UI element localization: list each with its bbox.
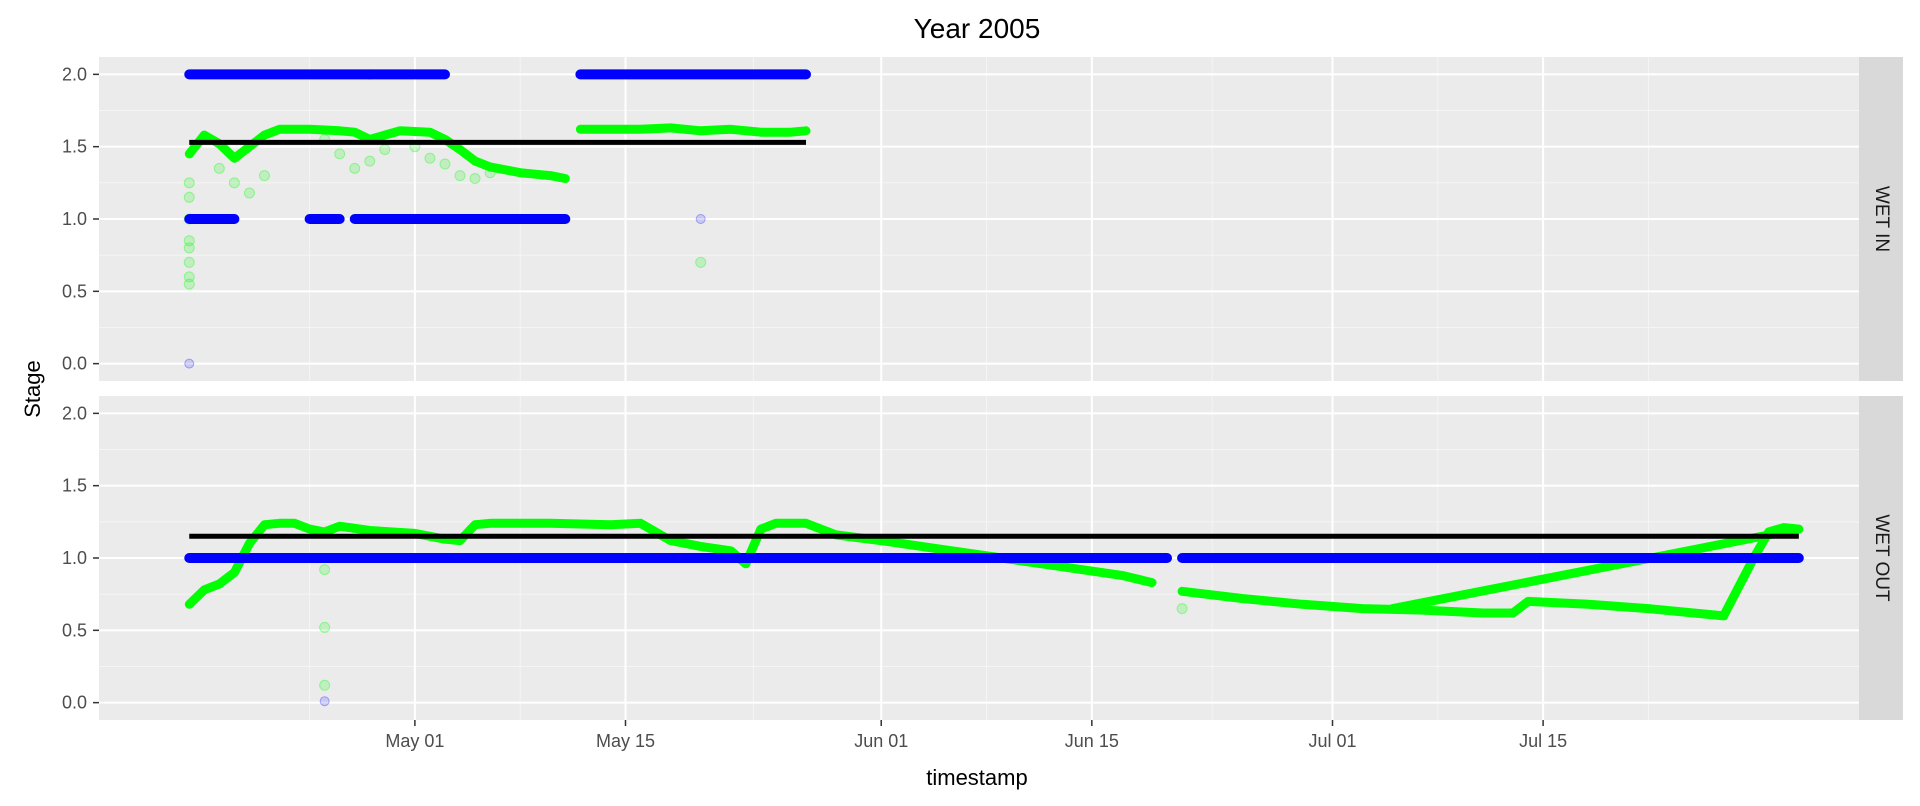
y-tick-label: 1.5 (62, 476, 87, 496)
panel-wet-out: 0.0 0.5 1.0 1.5 2.0 WET OUT (62, 396, 1903, 720)
blue-point (319, 696, 330, 707)
green-point (319, 679, 331, 691)
y-axis-title: Stage (20, 360, 45, 418)
green-point (424, 152, 436, 164)
x-axis-title: timestamp (926, 765, 1027, 790)
y-tick-label: 2.0 (62, 403, 87, 423)
y-tick-label: 2.0 (62, 64, 87, 84)
x-axis-ticks: May 01 May 15 Jun 01 Jun 15 Jul 01 Jul 15 (385, 720, 1567, 751)
green-point (364, 155, 376, 167)
green-point (183, 256, 195, 268)
x-tick-label: Jun 15 (1065, 731, 1119, 751)
blue-point (229, 214, 240, 224)
x-tick-label: Jul 15 (1519, 731, 1567, 751)
green-point (349, 162, 361, 174)
green-point (228, 177, 240, 189)
green-point (243, 187, 255, 199)
y-axis-ticks: 0.0 0.5 1.0 1.5 2.0 (62, 64, 99, 374)
green-point (319, 564, 331, 576)
green-point (183, 235, 195, 247)
green-point (439, 158, 451, 170)
green-point (183, 242, 195, 254)
y-tick-label: 0.0 (62, 693, 87, 713)
strip-background (1859, 57, 1903, 381)
y-tick-label: 0.0 (62, 354, 87, 374)
y-tick-label: 0.5 (62, 281, 87, 301)
x-tick-label: May 15 (596, 731, 655, 751)
green-point (258, 170, 270, 182)
panel-marks (184, 518, 1804, 707)
x-tick-label: Jun 01 (854, 731, 908, 751)
y-tick-label: 0.5 (62, 620, 87, 640)
blue-point (184, 358, 195, 369)
green-point (1176, 603, 1188, 615)
green-point (183, 177, 195, 189)
green-point (183, 191, 195, 203)
y-tick-label: 1.5 (62, 137, 87, 157)
strip-label-wet-in: WET IN (1871, 186, 1892, 252)
y-axis-ticks: 0.0 0.5 1.0 1.5 2.0 (62, 403, 99, 713)
green-point (379, 144, 391, 156)
green-point (469, 173, 481, 184)
green-series-line (1177, 523, 1804, 621)
green-point (183, 278, 195, 290)
x-tick-label: Jul 01 (1308, 731, 1356, 751)
chart-title: Year 2005 (914, 13, 1041, 44)
x-tick-label: May 01 (385, 731, 444, 751)
blue-point (695, 214, 706, 224)
panel-wet-in: 0.0 0.5 1.0 1.5 2.0 WET IN (62, 57, 1903, 381)
strip-label-wet-out: WET OUT (1871, 514, 1892, 602)
green-point (454, 170, 466, 182)
panel-marks (183, 69, 812, 369)
y-tick-label: 1.0 (62, 209, 87, 229)
strip-background (1859, 396, 1903, 720)
green-point (183, 271, 195, 283)
green-series-line (575, 123, 811, 137)
green-point (695, 256, 707, 268)
green-point (213, 162, 225, 174)
y-tick-label: 1.0 (62, 548, 87, 568)
green-point (334, 148, 346, 160)
green-series-line (184, 124, 570, 183)
green-point (319, 621, 331, 633)
